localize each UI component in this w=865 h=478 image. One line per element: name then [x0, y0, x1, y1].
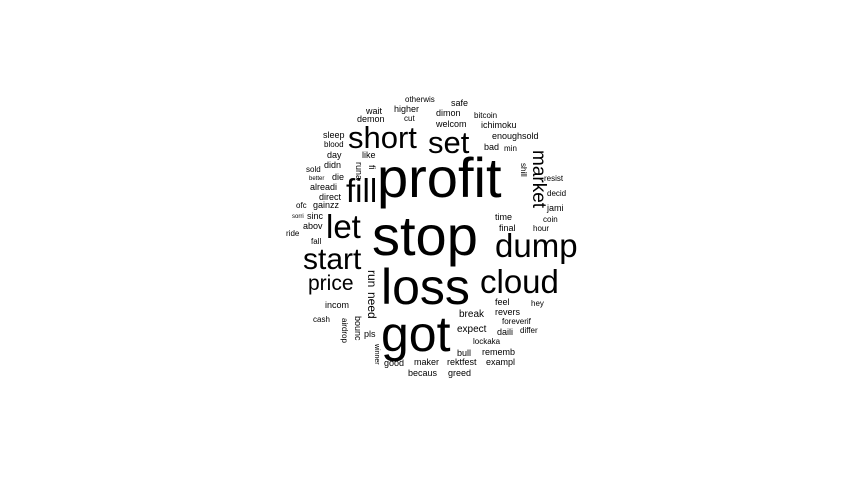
word-day: day — [327, 150, 342, 160]
word-daili: daili — [497, 327, 514, 337]
word-higher: higher — [394, 104, 420, 114]
word-die: die — [332, 172, 345, 182]
word-greed: greed — [448, 368, 472, 378]
word-safe: safe — [451, 98, 469, 108]
word-sleep: sleep — [323, 130, 345, 140]
word-blood: blood — [324, 140, 344, 149]
word-direct: direct — [319, 192, 342, 202]
word-set: set — [428, 125, 470, 160]
word-like: like — [362, 150, 376, 160]
word-ichimoku: ichimoku — [481, 120, 517, 130]
word-winner: winner — [373, 344, 380, 365]
word-bounc: bounc — [353, 316, 363, 341]
word-rememb: rememb — [482, 347, 516, 357]
word-fall: fall — [311, 237, 322, 246]
word-revers: revers — [495, 307, 521, 317]
word-differ: differ — [520, 326, 538, 335]
word-good: good — [384, 358, 405, 368]
word-ofc: ofc — [296, 201, 307, 210]
word-stop: stop — [372, 204, 478, 267]
word-bitcoin: bitcoin — [474, 111, 498, 120]
word-cash: cash — [313, 315, 330, 324]
word-sorri: sorri — [292, 214, 304, 220]
word-maker: maker — [414, 357, 440, 367]
word-wait: wait — [366, 106, 383, 116]
word-profit: profit — [377, 146, 502, 209]
word-fi: fi — [367, 165, 377, 170]
word-expect: expect — [457, 324, 487, 335]
word-decid: decid — [547, 189, 567, 198]
word-got: got — [381, 306, 451, 362]
word-foreverif: foreverif — [502, 317, 531, 326]
word-shill: shill — [519, 163, 528, 177]
word-dump: dump — [495, 227, 578, 264]
word-gainzz: gainzz — [313, 200, 340, 210]
word-cloud: cloud — [480, 263, 559, 300]
word-let: let — [326, 208, 361, 245]
word-min: min — [504, 144, 517, 153]
word-resist: resist — [544, 174, 564, 183]
word-better: better — [309, 176, 325, 182]
word-sinc: sinc — [307, 211, 324, 221]
word-time: time — [495, 212, 513, 222]
word-feel: feel — [495, 297, 510, 307]
word-dimon: dimon — [436, 108, 461, 118]
word-incom: incom — [325, 300, 350, 310]
word-alreadi: alreadi — [310, 182, 338, 192]
word-airdrop: airdrop — [340, 318, 349, 343]
word-otherwis: otherwis — [405, 95, 435, 104]
word-becaus: becaus — [408, 368, 438, 378]
word-fill: fill — [346, 172, 378, 209]
word-abov: abov — [303, 221, 323, 231]
word-exampl: exampl — [486, 357, 516, 367]
word-need: need — [365, 292, 379, 319]
word-ride: ride — [286, 229, 300, 238]
word-bad: bad — [484, 142, 500, 152]
word-hey: hey — [531, 299, 544, 308]
word-pls: pls — [364, 329, 376, 339]
word-cut: cut — [404, 114, 415, 123]
word-rektfest: rektfest — [447, 357, 477, 367]
word-sold: sold — [306, 165, 321, 174]
word-price: price — [308, 272, 354, 295]
word-bull: bull — [457, 348, 472, 358]
word-final: final — [499, 223, 516, 233]
word-welcom: welcom — [436, 119, 467, 129]
word-run: run — [365, 270, 379, 288]
word-hour: hour — [533, 224, 550, 233]
word-runa: runa — [354, 162, 364, 181]
word-break: break — [459, 309, 485, 320]
word-jami: jami — [547, 203, 564, 213]
word-coin: coin — [543, 215, 558, 224]
word-didn: didn — [324, 160, 342, 170]
word-short: short — [348, 120, 417, 155]
word-lockaka: lockaka — [473, 337, 501, 346]
word-loss: loss — [381, 259, 470, 315]
word-start: start — [303, 243, 362, 276]
word-demon: demon — [357, 114, 385, 124]
word-enoughsold: enoughsold — [492, 131, 539, 141]
